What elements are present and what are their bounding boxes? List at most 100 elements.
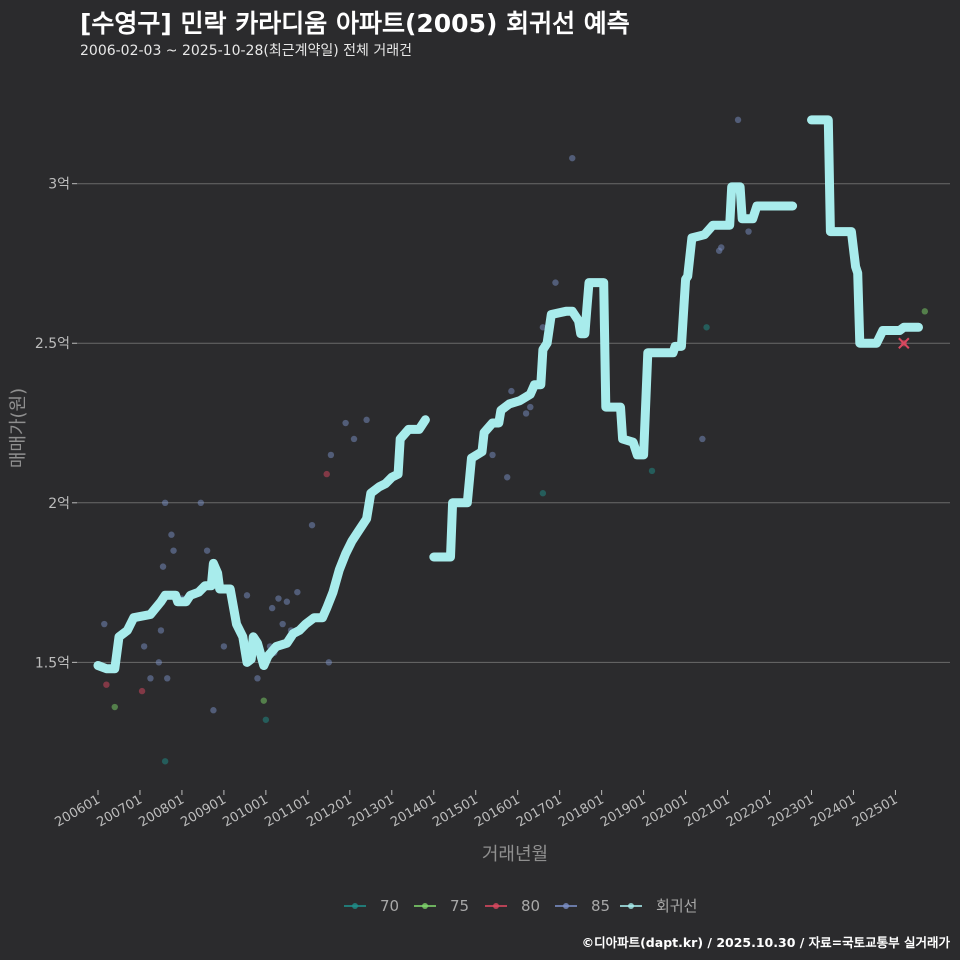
x-tick-label: 202401: [808, 792, 858, 830]
data-point-85: [147, 675, 154, 682]
data-point-85: [508, 387, 515, 395]
data-point-70: [648, 467, 656, 475]
x-tick-label: 201601: [472, 792, 522, 830]
data-point-85: [327, 451, 335, 459]
data-point-85: [140, 643, 148, 650]
data-point-85: [718, 244, 725, 251]
legend-item-1: 70: [344, 897, 399, 915]
data-point-85: [539, 324, 547, 331]
legend-label: 80: [521, 897, 540, 915]
data-point-80: [103, 681, 110, 688]
data-point-85: [203, 547, 211, 554]
y-tick-label: 2억: [48, 496, 70, 512]
data-point-85: [268, 604, 276, 612]
data-point-70: [703, 324, 710, 331]
chart-title: [수영구] 민락 카라디움 아파트(2005) 회귀선 예측: [80, 9, 630, 38]
data-point-85: [283, 598, 291, 605]
legend-key-dot: [422, 903, 428, 909]
gridlines: [77, 183, 950, 663]
x-tick-label: 201001: [220, 792, 270, 830]
legend-item-5: 회귀선: [620, 897, 697, 915]
legend-label: 85: [591, 897, 610, 915]
data-point-75: [111, 703, 118, 711]
data-point-75: [921, 308, 929, 315]
data-point-85: [363, 416, 370, 424]
data-point-85: [527, 403, 534, 411]
legend-item-2: 75: [414, 897, 469, 915]
x-tick-label: 200901: [178, 792, 228, 830]
data-point-80: [323, 470, 330, 478]
y-tick-label: 3억: [48, 177, 70, 193]
regression-line-segment: [807, 115, 923, 348]
data-point-85: [159, 563, 167, 570]
data-point-85: [170, 547, 177, 554]
data-point-85: [168, 531, 175, 538]
regression-line: [93, 115, 923, 674]
data-point-85: [294, 588, 301, 596]
x-tick-label: 201701: [514, 792, 564, 830]
legend-key-dot: [628, 903, 634, 909]
regression-line-segment: [93, 415, 430, 674]
data-point-70: [262, 716, 270, 723]
x-tick-label: 202201: [724, 792, 774, 830]
legend-key-dot: [493, 903, 499, 909]
source-caption: ©디아파트(dapt.kr) / 2025.10.30 / 자료=국토교통부 실…: [581, 935, 950, 950]
x-tick-label: 202001: [640, 792, 690, 830]
data-point-85: [569, 154, 576, 162]
legend-label: 회귀선: [656, 897, 697, 915]
legend: 70 75 80 85 회귀선: [344, 897, 697, 915]
data-point-85: [734, 116, 742, 124]
chart-subtitle: 2006-02-03 ~ 2025-10-28(최근계약일) 전체 거래건: [80, 43, 412, 59]
data-point-85: [254, 675, 261, 682]
x-tick-label: 201101: [262, 792, 312, 830]
x-tick-label: 201301: [346, 792, 396, 830]
x-tick-label: 200701: [94, 792, 144, 830]
data-point-85: [325, 659, 333, 666]
y-tick-label: 1.5억: [35, 655, 70, 671]
data-point-85: [275, 595, 282, 602]
data-point-85: [308, 521, 316, 529]
regression-line-segment: [429, 182, 798, 562]
legend-key-dot: [563, 903, 569, 909]
data-point-85: [489, 451, 496, 459]
x-tick-label: 202101: [682, 792, 732, 830]
data-point-85: [745, 228, 752, 235]
data-point-85: [522, 410, 530, 417]
scatter-points: [101, 116, 929, 765]
x-tick-label: 202501: [850, 792, 900, 830]
legend-key-dot: [352, 903, 358, 909]
x-tick-label: 201401: [388, 792, 438, 830]
latest-deal-marker: [898, 337, 910, 349]
y-axis-title: 매매가(원): [8, 388, 29, 468]
x-axis-ticks: 2006012007012008012009012010012011012012…: [52, 790, 900, 830]
data-point-85: [155, 659, 163, 666]
data-point-85: [157, 627, 165, 634]
data-point-70: [161, 758, 169, 765]
x-tick-label: 202301: [766, 792, 816, 830]
data-point-85: [552, 279, 559, 286]
data-point-85: [279, 620, 286, 628]
data-point-85: [504, 474, 511, 481]
legend-label: 70: [380, 897, 399, 915]
data-point-85: [164, 675, 171, 682]
x-axis-title: 거래년월: [482, 844, 548, 865]
data-point-80: [138, 687, 146, 695]
x-tick-label: 201901: [598, 792, 648, 830]
y-tick-label: 2.5억: [35, 336, 70, 352]
x-tick-label: 201801: [556, 792, 606, 830]
data-point-85: [197, 499, 205, 506]
data-point-70: [539, 490, 547, 497]
legend-item-3: 80: [485, 897, 540, 915]
x-tick-label: 201501: [430, 792, 480, 830]
data-point-85: [210, 707, 217, 714]
data-point-85: [243, 592, 251, 599]
data-point-85: [220, 643, 228, 650]
y-axis-ticks: 1.5억 2억 2.5억 3억: [35, 177, 77, 671]
data-point-85: [161, 499, 169, 506]
data-point-85: [342, 419, 349, 427]
latest-deal-marker-stroke: [898, 337, 910, 349]
data-point-85: [350, 435, 358, 443]
data-point-75: [260, 697, 267, 704]
data-point-85: [699, 435, 706, 443]
